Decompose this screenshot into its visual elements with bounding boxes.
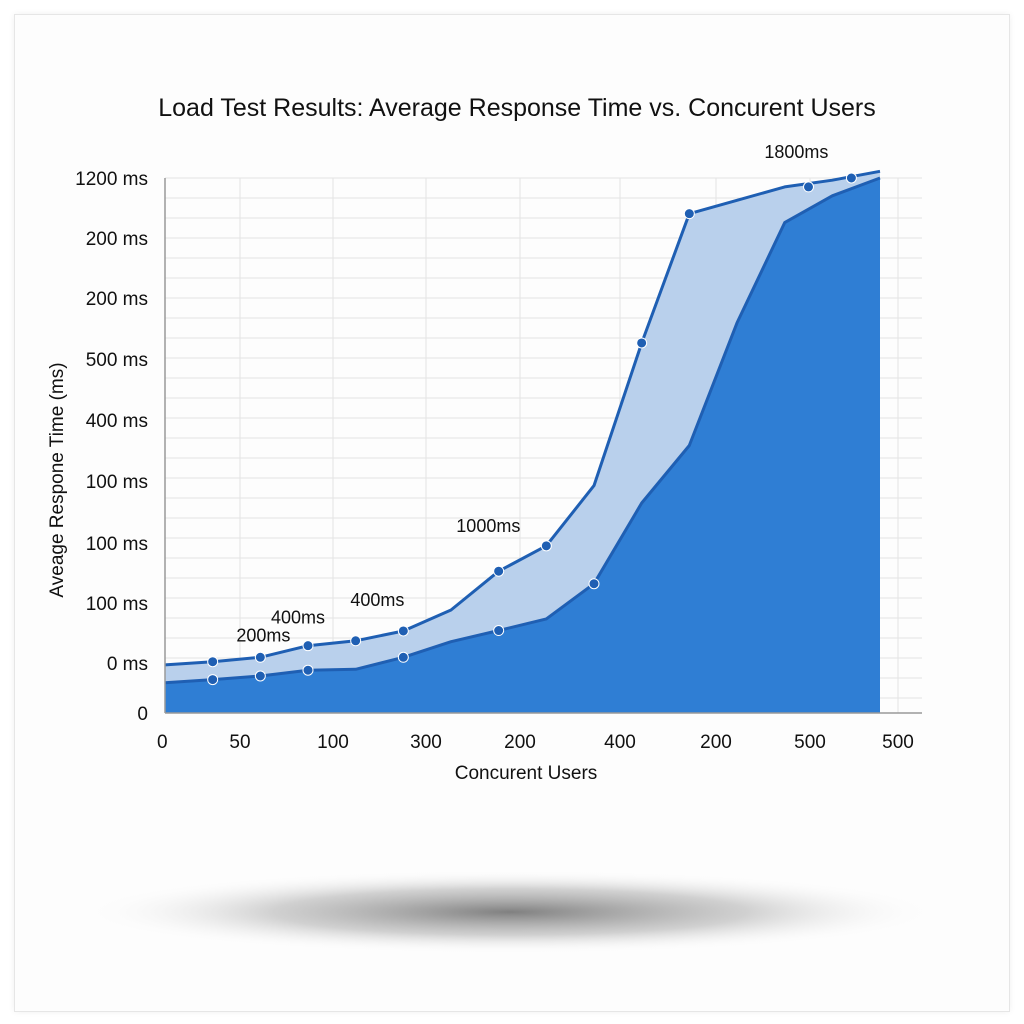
y-tick-label: 500 ms [86, 350, 148, 371]
floor-shadow [80, 870, 940, 954]
data-point [350, 635, 362, 647]
x-tick-label: 400 [604, 732, 636, 753]
data-point [302, 640, 314, 652]
y-tick-label: 1200 ms [75, 169, 148, 190]
data-point [683, 208, 695, 220]
y-tick-label: 200 ms [86, 289, 148, 310]
y-tick-label: 100 ms [86, 534, 148, 555]
y-tick-label: 200 ms [86, 229, 148, 250]
data-point [493, 565, 505, 577]
data-label: 400ms [271, 608, 325, 628]
data-point [636, 337, 648, 349]
data-point [493, 625, 505, 637]
y-tick-label: 100 ms [86, 594, 148, 615]
series-1-band-area [165, 171, 880, 683]
x-tick-label: 0 [157, 732, 168, 753]
x-tick-label: 200 [504, 732, 536, 753]
data-label: 400ms [350, 590, 404, 610]
data-point [588, 578, 600, 590]
y-tick-label: 100 ms [86, 472, 148, 493]
y-axis-label: Aveage Respone Time (ms) [47, 362, 68, 597]
y-tick-label: 0 [137, 704, 148, 725]
data-point [254, 651, 266, 663]
data-label: 1800ms [764, 142, 828, 162]
y-tick-label: 0 ms [107, 654, 148, 675]
data-point [540, 540, 552, 552]
chart-title: Load Test Results: Average Response Time… [158, 94, 876, 122]
data-point [802, 181, 814, 193]
x-axis-label: Concurent Users [455, 763, 598, 784]
x-tick-label: 500 [794, 732, 826, 753]
x-tick-label: 200 [700, 732, 732, 753]
x-tick-label: 100 [317, 732, 349, 753]
data-point [302, 664, 314, 676]
data-point [397, 651, 409, 663]
x-tick-label: 50 [229, 732, 250, 753]
series-1-line [164, 169, 881, 667]
series-2-line [164, 176, 881, 685]
series-2-area [165, 178, 880, 713]
data-point [207, 656, 219, 668]
x-tick-label: 500 [882, 732, 914, 753]
data-point [397, 625, 409, 637]
x-tick-label: 300 [410, 732, 442, 753]
y-tick-label: 400 ms [86, 411, 148, 432]
data-label: 200ms [236, 625, 290, 645]
data-point [207, 674, 219, 686]
data-point [845, 172, 857, 184]
data-label: 1000ms [456, 516, 520, 536]
data-point [254, 670, 266, 682]
